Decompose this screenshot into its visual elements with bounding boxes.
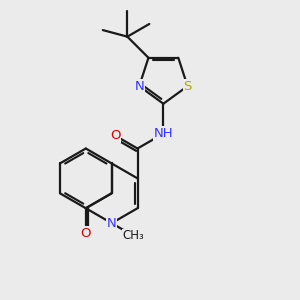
Text: O: O <box>80 227 91 240</box>
Text: S: S <box>183 80 192 93</box>
Text: N: N <box>134 80 144 93</box>
Text: O: O <box>110 129 121 142</box>
Text: CH₃: CH₃ <box>123 230 145 242</box>
Text: NH: NH <box>154 127 173 140</box>
Text: N: N <box>107 217 116 230</box>
